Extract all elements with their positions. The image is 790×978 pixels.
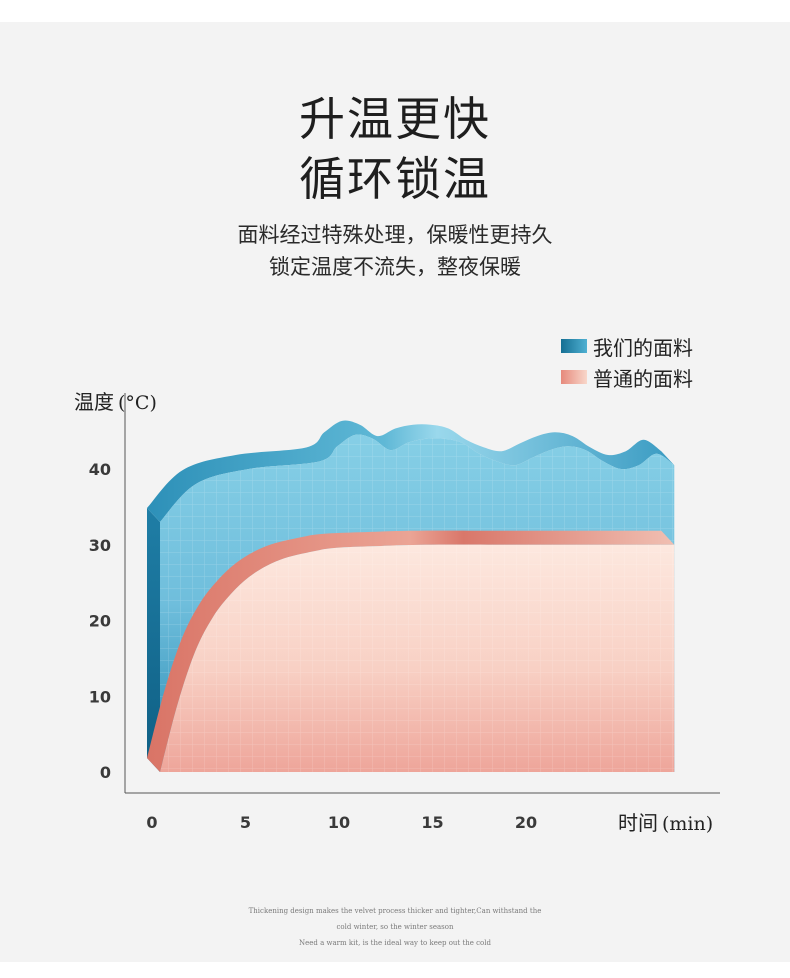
- y-axis-unit: (°C): [118, 392, 157, 414]
- x-tick-label: 20: [515, 813, 537, 832]
- title-line-2: 循环锁温: [299, 152, 491, 206]
- footer-line-3: Need a warm kit, is the ideal way to kee…: [298, 939, 491, 947]
- title-line-1: 升温更快: [299, 92, 491, 146]
- chart-areas: [147, 420, 675, 772]
- y-axis-label: 温度 (°C): [74, 386, 157, 415]
- legend-label-normal-fabric: 普通的面料: [593, 366, 693, 391]
- legend-label-our-fabric: 我们的面料: [593, 335, 693, 360]
- legend-item-normal-fabric: 普通的面料: [561, 364, 693, 391]
- footer-line-2: cold winter, so the winter season: [336, 923, 454, 931]
- y-tick-label: 40: [89, 460, 111, 479]
- subtitle-line-2: 锁定温度不流失，整夜保暖: [269, 255, 521, 279]
- y-tick-label: 20: [89, 612, 111, 631]
- y-tick-label: 0: [100, 763, 111, 782]
- top-band: [0, 0, 790, 22]
- y-tick-label: 30: [89, 536, 111, 555]
- series-1-face-grid: [160, 544, 675, 772]
- legend-item-our-fabric: 我们的面料: [561, 333, 693, 360]
- y-axis-label-text: 温度: [74, 390, 114, 414]
- x-tick-label: 5: [240, 813, 251, 832]
- subtitle-line-1: 面料经过特殊处理，保暖性更持久: [237, 223, 553, 247]
- chart-axes: [124, 393, 720, 794]
- legend-swatch-our-fabric: [561, 339, 587, 353]
- legend-swatch-normal-fabric: [561, 370, 587, 384]
- x-axis-label-text: 时间: [618, 811, 658, 835]
- series-1-area: [147, 530, 675, 772]
- x-tick-label: 0: [146, 813, 157, 832]
- bottom-band: [0, 962, 790, 978]
- x-axis-unit: (min): [662, 813, 714, 835]
- x-tick-label: 15: [421, 813, 443, 832]
- x-axis-label: 时间 (min): [618, 807, 713, 836]
- chart-ticks: 0 10 20 30 40 0 5 10 15 20: [89, 460, 537, 832]
- footer-line-1: Thickening design makes the velvet proce…: [248, 907, 542, 915]
- series-0-top-ribbon: [147, 420, 675, 522]
- x-tick-label: 10: [328, 813, 350, 832]
- series-0-side-wall: [147, 508, 160, 772]
- y-tick-label: 10: [89, 687, 111, 706]
